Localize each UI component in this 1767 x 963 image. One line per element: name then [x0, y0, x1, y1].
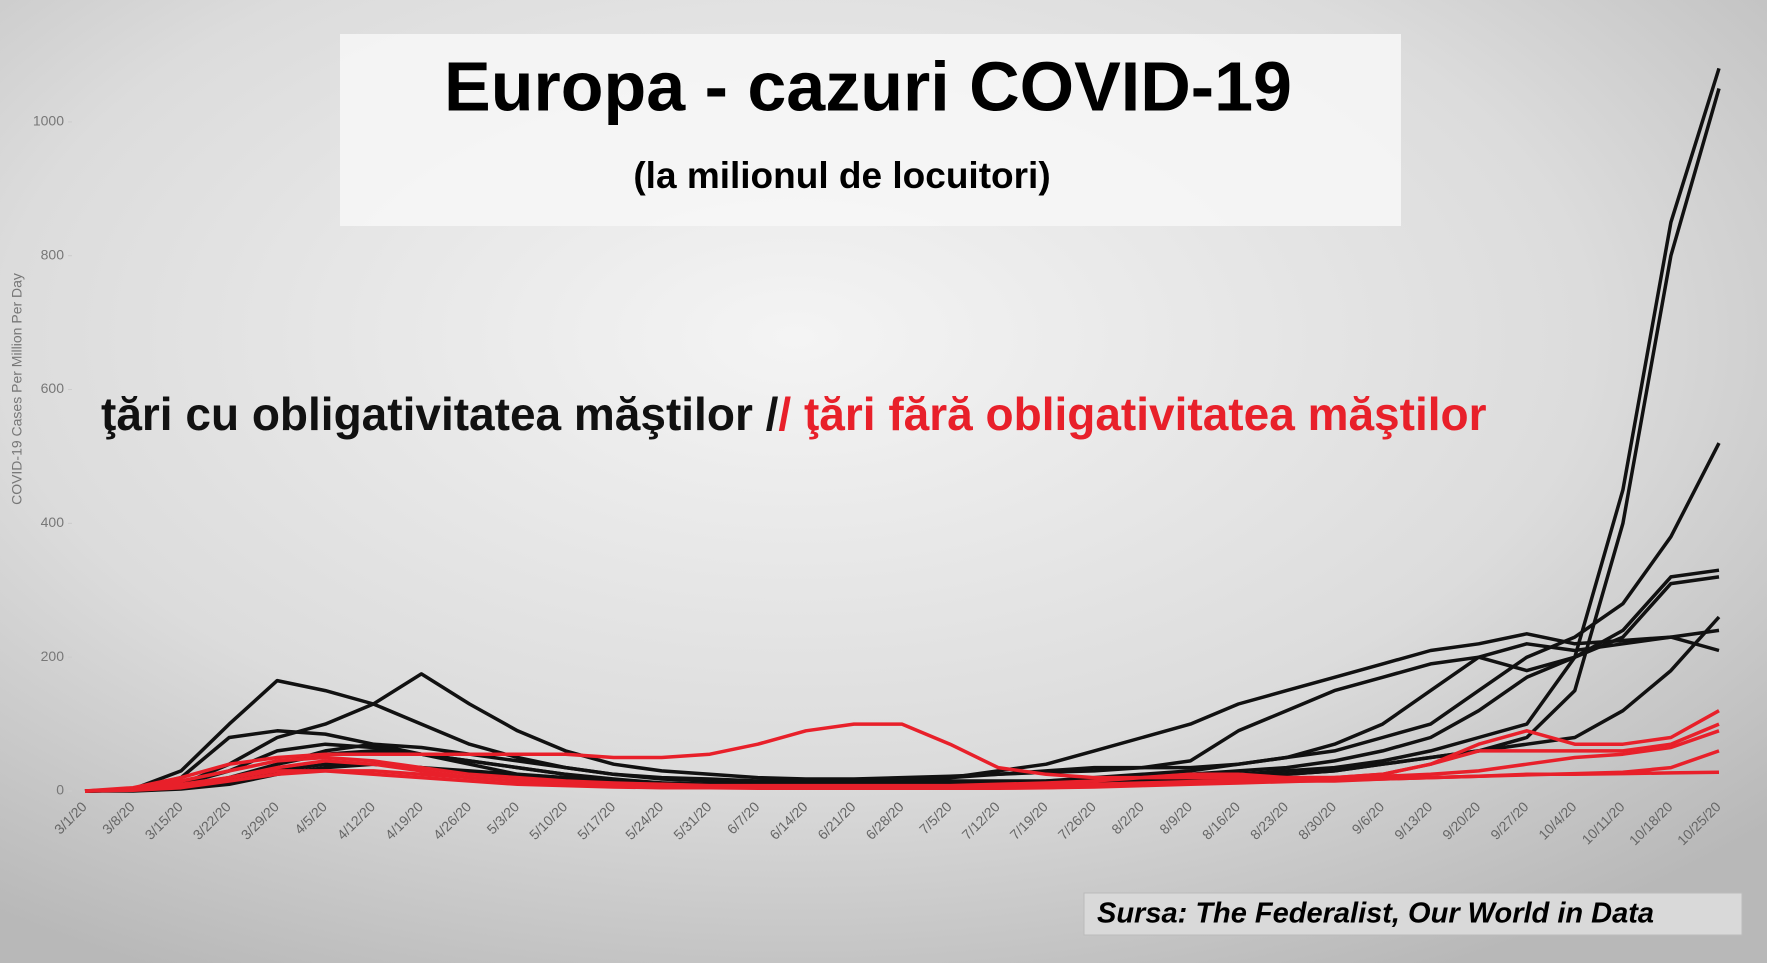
series-line — [84, 749, 1720, 793]
title-box — [340, 34, 1401, 226]
chart-title: Europa - cazuri COVID-19 — [444, 47, 1292, 125]
annotation: ţări cu obligativitatea măştilor // ţări… — [101, 388, 1487, 440]
chart-subtitle: (la milionul de locuitori) — [633, 155, 1050, 196]
series-line — [84, 568, 1720, 793]
y-tick-label: 1000 — [33, 113, 64, 129]
series-line — [84, 575, 1720, 793]
series-line — [84, 709, 1720, 793]
source-box — [1083, 892, 1743, 936]
series-line — [84, 722, 1720, 793]
y-tick-label: 0 — [56, 782, 64, 798]
y-tick-label: 200 — [41, 648, 65, 664]
annotation-no-masks: / ţări fără obligativitatea măştilor — [778, 388, 1486, 440]
y-axis-label: COVID-19 Cases Per Million Per Day — [9, 273, 25, 505]
annotation-masks: ţări cu obligativitatea măştilor / — [101, 388, 779, 440]
y-tick-label: 400 — [41, 514, 65, 530]
y-tick-label: 800 — [41, 246, 65, 262]
source: Sursa: The Federalist, Our World in Data — [1097, 898, 1654, 930]
y-tick-label: 600 — [41, 380, 65, 396]
